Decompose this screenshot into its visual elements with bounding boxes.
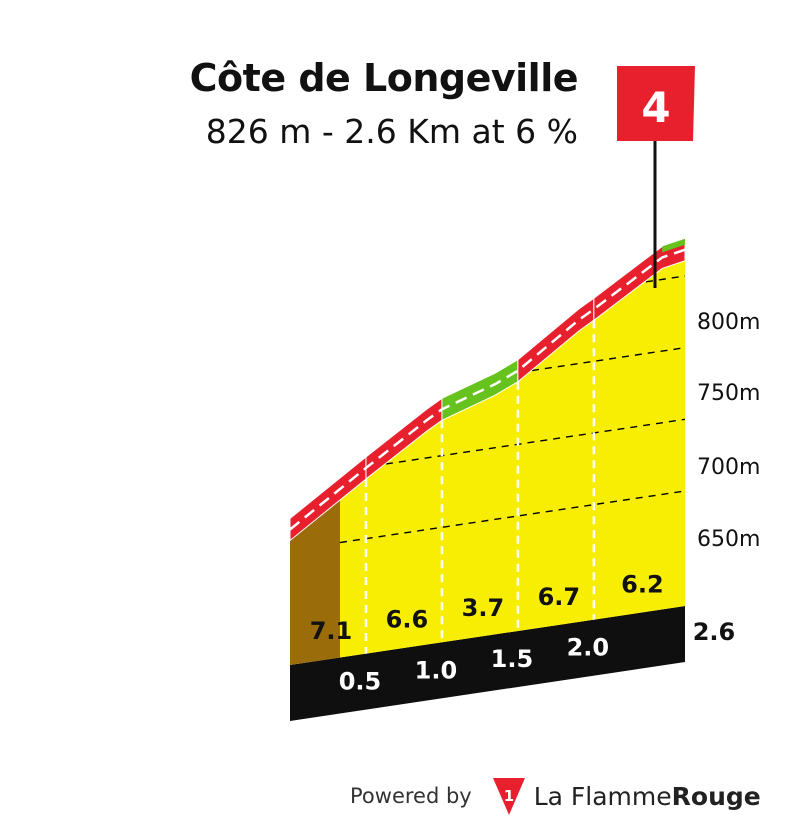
elevation-tick-label-650m: 650m	[697, 527, 760, 552]
chart-labels: 7.1 6.6 3.7 6.7 6.2 0.5 1.0 1.5 2.0 2.6 650m 700m 75…	[310, 310, 761, 696]
footer: Powered by 1 La FlammeRouge	[350, 776, 761, 816]
elevation-tick-label-750m: 750m	[697, 381, 760, 406]
summit-cap	[662, 238, 685, 253]
category-flag: 4	[617, 66, 695, 288]
km-tick-label-0.5: 0.5	[339, 668, 382, 696]
gradient-label-4: 6.7	[538, 583, 581, 611]
gradient-label-3: 3.7	[462, 594, 505, 622]
climb-subtitle: 826 m - 2.6 Km at 6 %	[205, 112, 578, 151]
road-surface	[289, 238, 686, 542]
elevation-tick-label-800m: 800m	[697, 310, 760, 335]
logo-glyph: 1	[504, 787, 514, 805]
gradient-label-1: 7.1	[310, 617, 353, 645]
gridline-700	[385, 418, 686, 465]
elevation-gridlines	[339, 275, 686, 654]
flamme-rouge-logo-icon: 1	[492, 778, 525, 815]
road-centre-line	[289, 248, 686, 531]
gridline-650	[339, 490, 686, 544]
brand-bold: Rouge	[671, 781, 761, 811]
profile-side-face	[290, 499, 340, 665]
total-distance-label: 2.6	[693, 618, 736, 646]
powered-by-text: Powered by	[350, 784, 472, 808]
gridline-800	[645, 275, 686, 283]
brand-regular: La Flamme	[533, 781, 672, 811]
km-tick-label-2.0: 2.0	[567, 634, 610, 662]
category-label: 4	[641, 83, 670, 132]
elevation-tick-label-700m: 700m	[697, 455, 760, 480]
km-tick-label-1.0: 1.0	[415, 656, 458, 684]
gradient-label-5: 6.2	[621, 570, 664, 598]
brand-name: La FlammeRouge	[534, 782, 761, 811]
km-tick-label-1.5: 1.5	[491, 645, 534, 673]
climb-title: Côte de Longeville	[189, 56, 579, 100]
flag-banner	[617, 66, 695, 141]
base-band	[290, 606, 685, 721]
gradient-label-2: 6.6	[386, 606, 429, 634]
base-band-shape	[290, 606, 685, 721]
